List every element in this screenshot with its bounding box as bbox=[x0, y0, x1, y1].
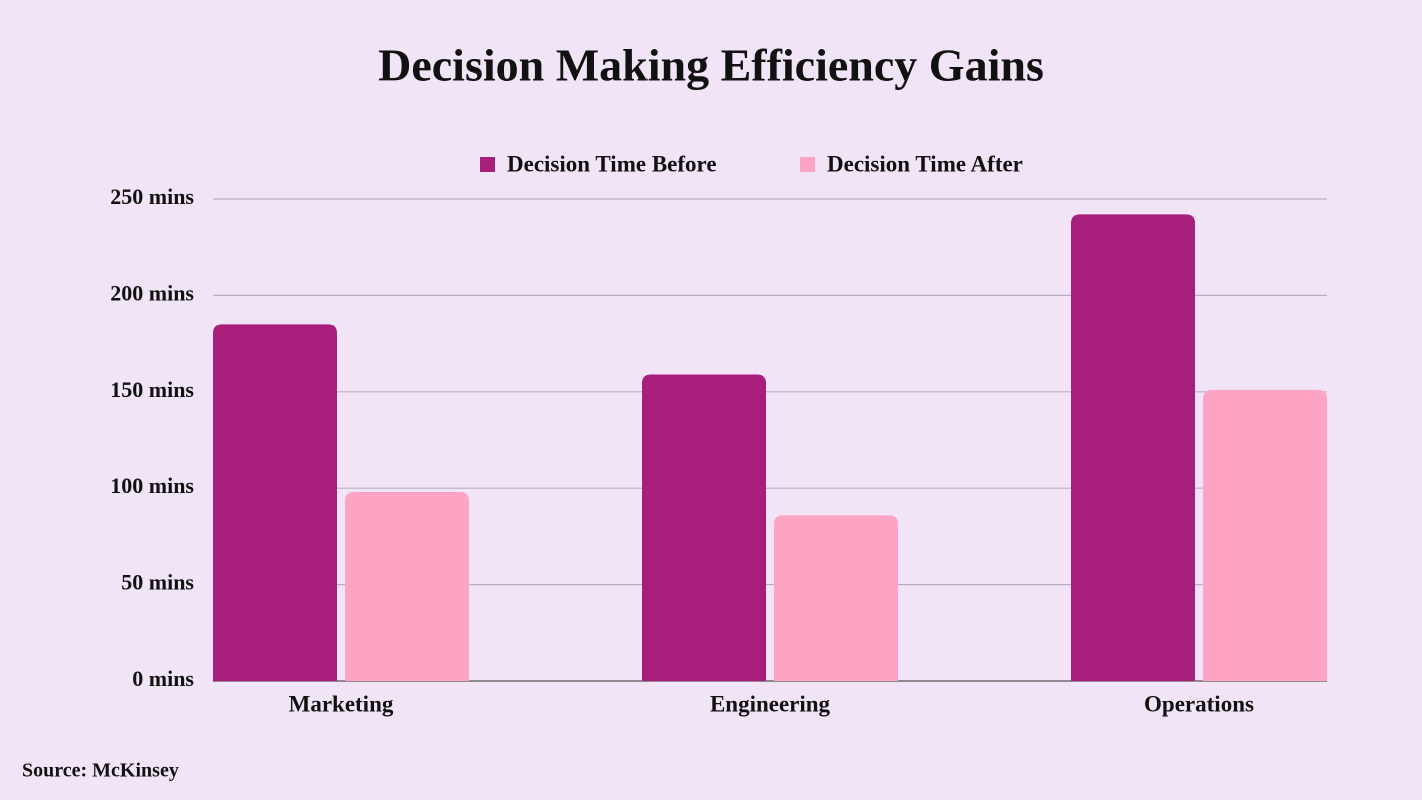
y-tick-label: 200 mins bbox=[110, 280, 194, 305]
bar bbox=[345, 492, 469, 681]
y-tick-label: 250 mins bbox=[110, 184, 194, 209]
bar bbox=[213, 324, 337, 681]
y-tick-label: 0 mins bbox=[132, 666, 194, 691]
bar bbox=[642, 374, 766, 681]
legend-swatch bbox=[480, 157, 495, 172]
x-tick-label: Engineering bbox=[710, 691, 831, 716]
x-tick-label: Operations bbox=[1144, 691, 1254, 716]
y-tick-label: 50 mins bbox=[121, 570, 194, 595]
chart-title: Decision Making Efficiency Gains bbox=[378, 40, 1044, 91]
x-tick-label: Marketing bbox=[289, 691, 394, 716]
legend-label: Decision Time Before bbox=[507, 151, 717, 176]
bar bbox=[1071, 214, 1195, 681]
bar bbox=[774, 515, 898, 681]
legend-swatch bbox=[800, 157, 815, 172]
legend-label: Decision Time After bbox=[827, 151, 1023, 176]
y-tick-label: 100 mins bbox=[110, 473, 194, 498]
bar bbox=[1203, 389, 1327, 681]
source-note: Source: McKinsey bbox=[22, 760, 179, 782]
y-tick-label: 150 mins bbox=[110, 377, 194, 402]
